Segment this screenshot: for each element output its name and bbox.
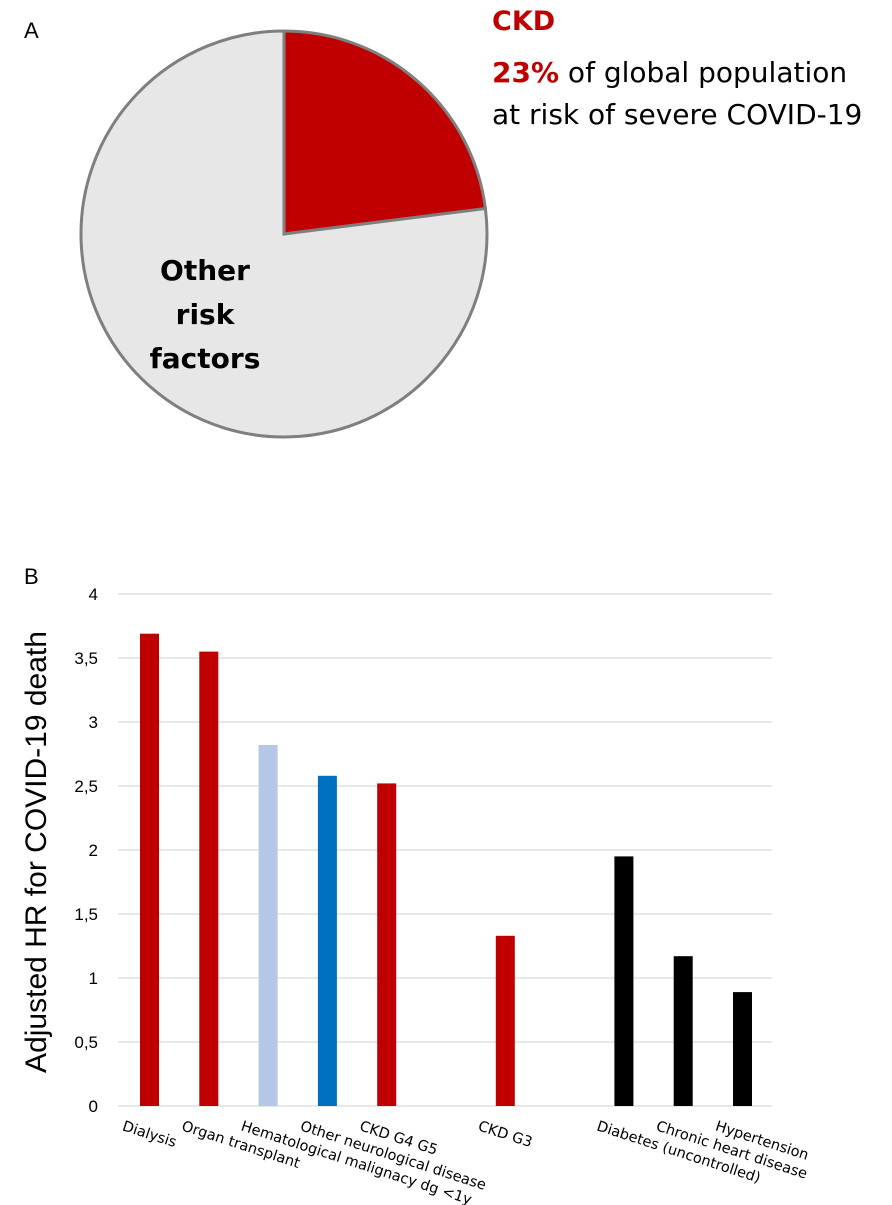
bar-hypertension bbox=[733, 992, 752, 1106]
bar-other-neurological-disease bbox=[317, 775, 337, 1106]
panel-b-label: B bbox=[24, 564, 39, 589]
pie-slice-ckd bbox=[282, 29, 488, 236]
bar-chart-bars bbox=[140, 633, 752, 1106]
bar-diabetes-uncontrolled bbox=[614, 856, 634, 1106]
y-tick-label: 0,5 bbox=[74, 1033, 98, 1052]
y-tick-label: 3 bbox=[89, 713, 98, 732]
ckd-stat-rest: of global population bbox=[559, 56, 847, 89]
pie-label-other-line2: risk bbox=[176, 298, 236, 331]
ckd-title: CKD bbox=[492, 6, 555, 37]
y-tick-label: 1,5 bbox=[74, 905, 98, 924]
bar-ckd-g4-g5 bbox=[377, 783, 397, 1106]
y-tick-label: 2 bbox=[89, 841, 98, 860]
bar-ckd-g3 bbox=[495, 935, 515, 1106]
ckd-stat-line2: at risk of severe COVID-19 bbox=[492, 98, 862, 131]
y-tick-label: 3,5 bbox=[74, 649, 98, 668]
y-tick-label: 2,5 bbox=[74, 777, 98, 796]
category-label-dialysis: Dialysis bbox=[120, 1119, 178, 1151]
y-axis-title: Adjusted HR for COVID-19 death bbox=[20, 631, 53, 1073]
panel-a-label: A bbox=[24, 18, 39, 43]
bar-dialysis bbox=[140, 633, 159, 1106]
ckd-stat-line1: 23% of global population bbox=[492, 56, 847, 89]
y-tick-label: 1 bbox=[89, 969, 98, 988]
pie-slice-other-risk-factors bbox=[79, 29, 489, 439]
y-tick-label: 4 bbox=[89, 585, 98, 604]
ckd-stat-value: 23% bbox=[492, 56, 559, 89]
bar-hematological-malignacy-dg-1y bbox=[258, 745, 278, 1106]
pie-label-other-line1: Other bbox=[160, 254, 250, 287]
pie-chart bbox=[79, 29, 489, 439]
bar-organ-transplant bbox=[199, 651, 219, 1106]
y-tick-label: 0 bbox=[89, 1097, 98, 1116]
bar-chronic-heart-disease bbox=[673, 956, 693, 1106]
category-label-ckd-g3: CKD G3 bbox=[476, 1119, 534, 1151]
bar-chart-gridlines bbox=[118, 593, 772, 1107]
pie-label-other-line3: factors bbox=[150, 342, 261, 375]
bar-chart-y-ticks: 0 0,5 1 1,5 2 2,5 3 3,5 4 bbox=[74, 585, 98, 1116]
